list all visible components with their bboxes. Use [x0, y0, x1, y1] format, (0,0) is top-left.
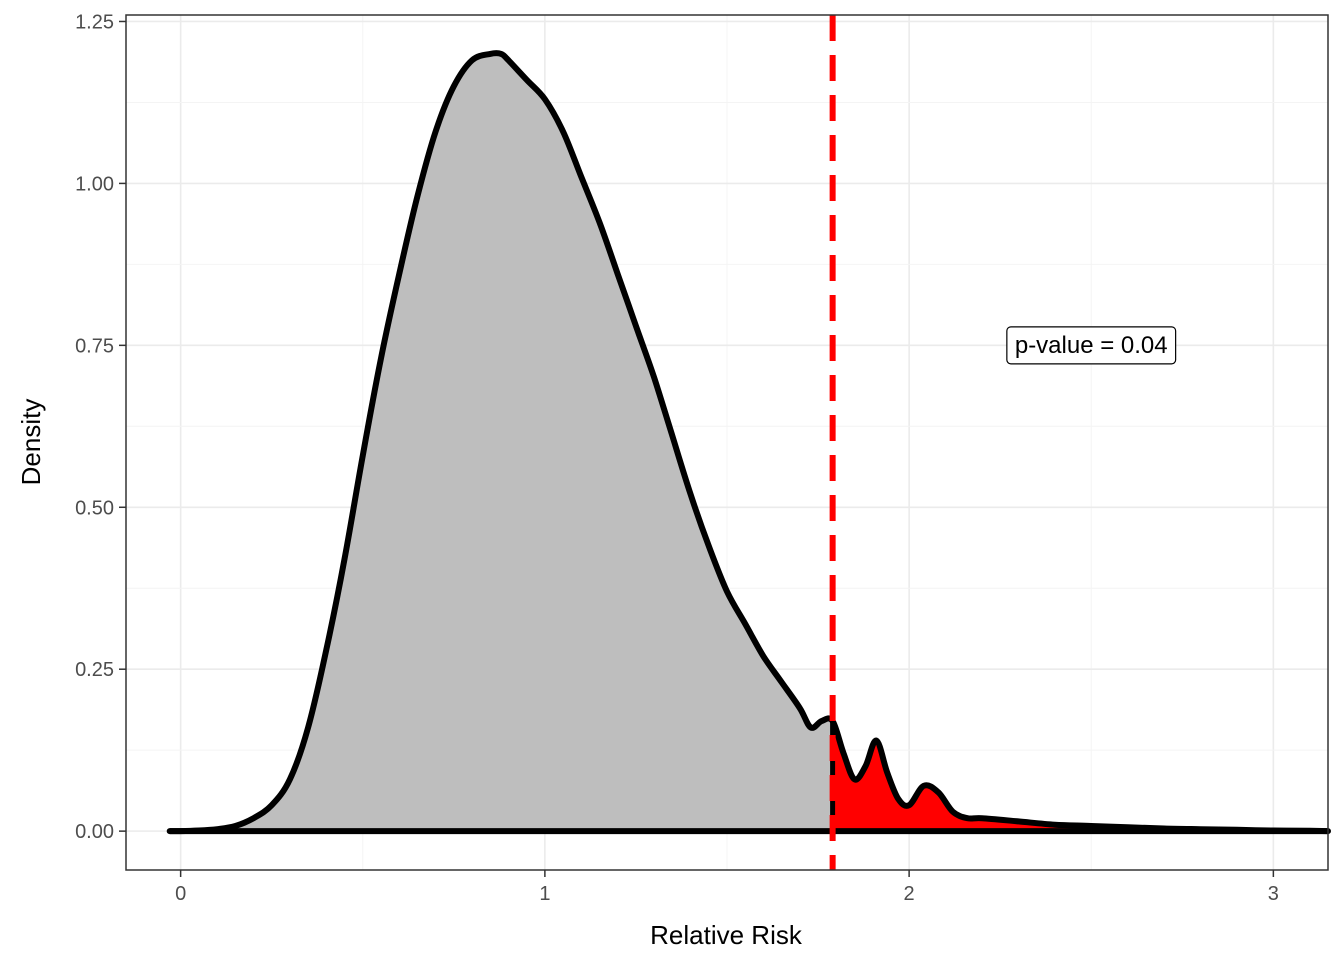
y-axis-title: Density — [16, 399, 46, 486]
density-fill-area — [169, 53, 1329, 832]
x-axis-title: Relative Risk — [650, 920, 803, 950]
y-tick-label: 0.25 — [75, 659, 114, 681]
y-tick-label: 0.50 — [75, 497, 114, 519]
panel-border — [125, 14, 1329, 871]
x-tick-label: 1 — [539, 883, 550, 905]
density-outline — [166, 50, 1331, 835]
x-tick-label: 0 — [175, 883, 186, 905]
y-tick-label: 0.00 — [75, 821, 114, 843]
y-tick-label: 0.75 — [75, 335, 114, 357]
tail-fill-area — [832, 721, 1328, 832]
p-value-box — [1006, 326, 1177, 365]
p-value-annotation: p-value = 0.04 — [1006, 326, 1177, 365]
x-tick-label: 3 — [1268, 883, 1279, 905]
y-tick-label: 1.25 — [75, 11, 114, 33]
p-value-label: p-value = 0.04 — [1015, 332, 1168, 359]
x-axis-ticks: 0 1 2 3 — [175, 870, 1279, 905]
x-tick-label: 2 — [904, 883, 915, 905]
y-axis-ticks: 0.00 0.25 0.50 0.75 1.00 1.25 — [75, 11, 126, 843]
y-tick-label: 1.00 — [75, 173, 114, 195]
